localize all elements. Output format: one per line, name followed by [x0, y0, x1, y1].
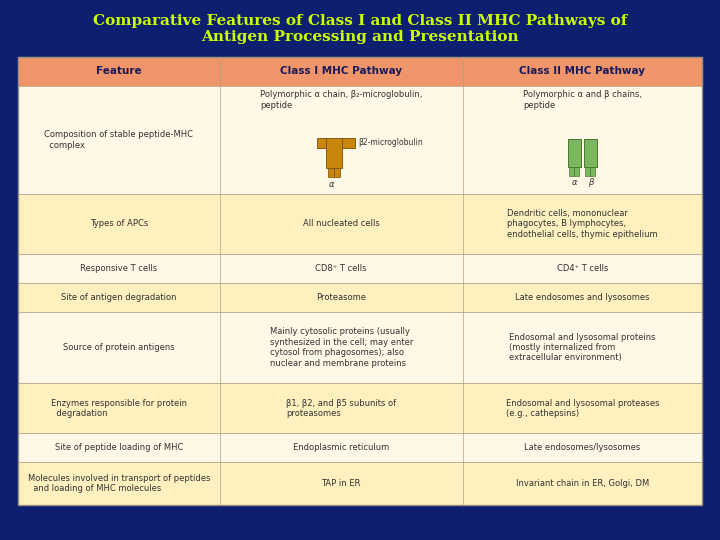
FancyBboxPatch shape	[18, 312, 702, 383]
Text: Class II MHC Pathway: Class II MHC Pathway	[519, 66, 645, 76]
FancyBboxPatch shape	[18, 57, 702, 86]
Text: Composition of stable peptide-MHC
  complex: Composition of stable peptide-MHC comple…	[45, 130, 194, 150]
FancyBboxPatch shape	[18, 434, 702, 462]
Text: α: α	[572, 178, 577, 187]
FancyBboxPatch shape	[575, 167, 580, 176]
FancyBboxPatch shape	[584, 139, 597, 167]
Text: β1, β2, and β5 subunits of
proteasomes: β1, β2, and β5 subunits of proteasomes	[286, 399, 396, 418]
FancyBboxPatch shape	[334, 168, 340, 178]
Text: Late endosomes and lysosomes: Late endosomes and lysosomes	[515, 293, 649, 302]
FancyBboxPatch shape	[18, 254, 702, 283]
Text: Late endosomes/lysosomes: Late endosomes/lysosomes	[524, 443, 640, 453]
Text: α: α	[328, 180, 334, 189]
Text: Mainly cytosolic proteins (usually
synthesized in the cell; may enter
cytosol fr: Mainly cytosolic proteins (usually synth…	[269, 327, 413, 368]
Text: Endosomal and lysosomal proteases
(e.g., cathepsins): Endosomal and lysosomal proteases (e.g.,…	[505, 399, 659, 418]
FancyBboxPatch shape	[18, 462, 702, 505]
Text: CD4⁺ T cells: CD4⁺ T cells	[557, 264, 608, 273]
Text: CD8⁺ T cells: CD8⁺ T cells	[315, 264, 367, 273]
Text: Polymorphic α chain, β₂-microglobulin,
peptide: Polymorphic α chain, β₂-microglobulin, p…	[260, 90, 423, 110]
Text: Antigen Processing and Presentation: Antigen Processing and Presentation	[201, 30, 519, 44]
FancyBboxPatch shape	[18, 383, 702, 434]
FancyBboxPatch shape	[328, 168, 334, 178]
Text: Molecules involved in transport of peptides
  and loading of MHC molecules: Molecules involved in transport of pepti…	[27, 474, 210, 494]
Text: TAP in ER: TAP in ER	[322, 479, 361, 488]
FancyBboxPatch shape	[326, 138, 342, 168]
FancyBboxPatch shape	[18, 86, 702, 194]
Text: Enzymes responsible for protein
  degradation: Enzymes responsible for protein degradat…	[51, 399, 187, 418]
FancyBboxPatch shape	[590, 167, 595, 176]
FancyBboxPatch shape	[318, 138, 326, 148]
Text: β: β	[588, 178, 593, 187]
Text: Site of antigen degradation: Site of antigen degradation	[61, 293, 176, 302]
Text: Responsive T cells: Responsive T cells	[80, 264, 158, 273]
FancyBboxPatch shape	[342, 138, 355, 148]
FancyBboxPatch shape	[570, 167, 575, 176]
Text: Feature: Feature	[96, 66, 142, 76]
FancyBboxPatch shape	[18, 283, 702, 312]
Text: Polymorphic α and β chains,
peptide: Polymorphic α and β chains, peptide	[523, 90, 642, 110]
FancyBboxPatch shape	[568, 139, 581, 167]
FancyBboxPatch shape	[585, 167, 590, 176]
Text: Endosomal and lysosomal proteins
(mostly internalized from
extracellular environ: Endosomal and lysosomal proteins (mostly…	[509, 333, 655, 362]
Text: Endoplasmic reticulum: Endoplasmic reticulum	[293, 443, 390, 453]
Text: Site of peptide loading of MHC: Site of peptide loading of MHC	[55, 443, 183, 453]
Text: Invariant chain in ER, Golgi, DM: Invariant chain in ER, Golgi, DM	[516, 479, 649, 488]
Text: Proteasome: Proteasome	[316, 293, 366, 302]
Text: Source of protein antigens: Source of protein antigens	[63, 343, 175, 352]
Text: Types of APCs: Types of APCs	[90, 219, 148, 228]
Text: Class I MHC Pathway: Class I MHC Pathway	[280, 66, 402, 76]
Text: β2-microglobulin: β2-microglobulin	[358, 138, 423, 147]
Text: Comparative Features of Class I and Class II MHC Pathways of: Comparative Features of Class I and Clas…	[93, 14, 627, 28]
Text: All nucleated cells: All nucleated cells	[303, 219, 379, 228]
FancyBboxPatch shape	[18, 194, 702, 254]
Text: Dendritic cells, mononuclear
phagocytes, B lymphocytes,
endothelial cells, thymi: Dendritic cells, mononuclear phagocytes,…	[507, 209, 657, 239]
